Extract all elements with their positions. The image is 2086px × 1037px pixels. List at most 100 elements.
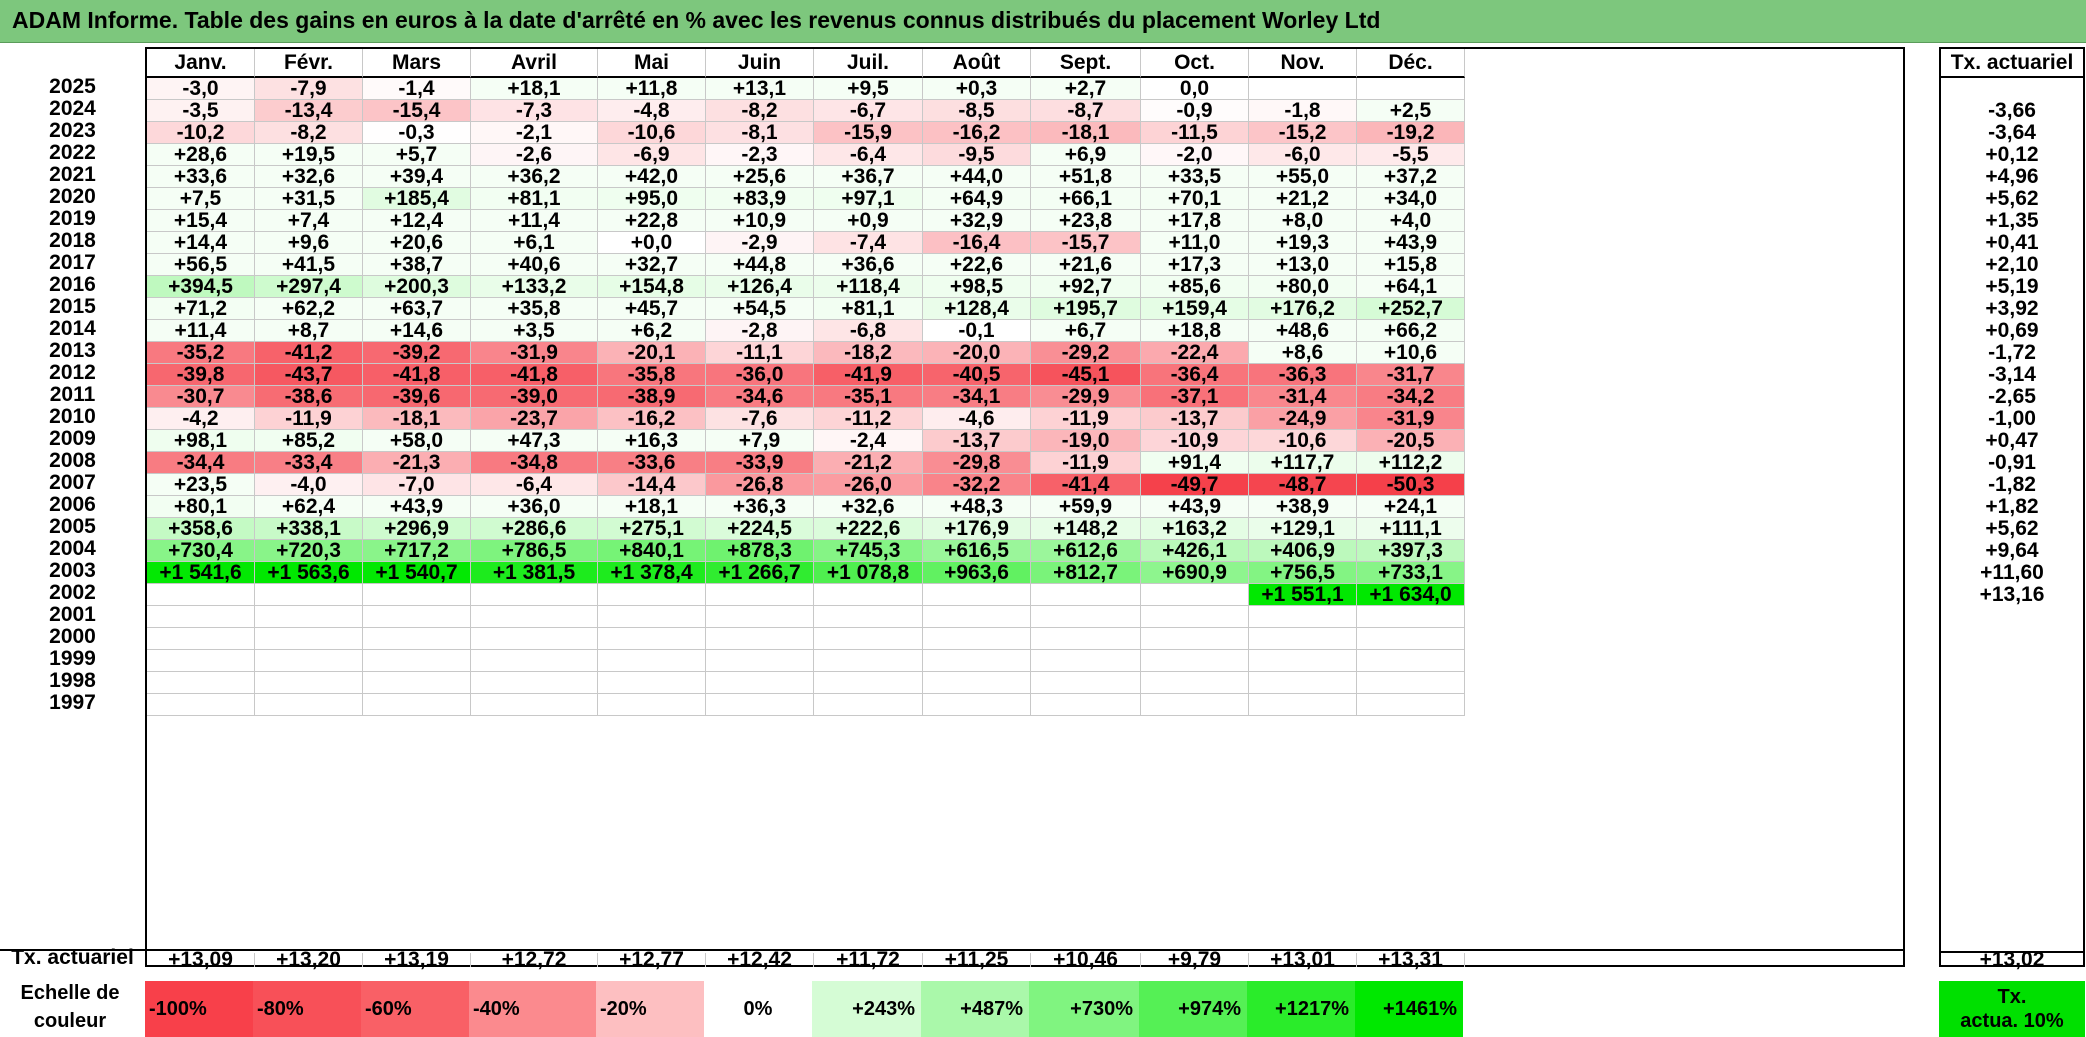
table-cell: -7,0 (363, 473, 471, 496)
table-cell: +21,2 (1249, 187, 1357, 210)
table-cell: +48,6 (1249, 319, 1357, 342)
table-cell: -10,6 (598, 121, 706, 144)
table-cell (255, 650, 363, 672)
table-cell: -29,2 (1031, 341, 1141, 364)
table-cell: -13,7 (923, 429, 1031, 452)
table-cell: +0,0 (598, 231, 706, 254)
table-cell (471, 606, 598, 628)
year-label: 2006 (49, 493, 96, 516)
table-cell: +1 541,6 (147, 561, 255, 584)
table-cell: +878,3 (706, 539, 814, 562)
table-cell: +8,0 (1249, 209, 1357, 232)
table-cell: +36,2 (471, 165, 598, 188)
table-cell (471, 694, 598, 716)
table-cell: -11,2 (814, 407, 923, 430)
table-cell: +44,0 (923, 165, 1031, 188)
year-label: 2000 (49, 625, 96, 648)
table-cell: +62,2 (255, 297, 363, 320)
table-cell: -8,5 (923, 99, 1031, 122)
actuarial-header: Tx. actuariel (1941, 49, 2083, 78)
table-cell: +11,0 (1141, 231, 1249, 254)
table-cell: +112,2 (1357, 451, 1465, 474)
table-cell: +9,5 (814, 77, 923, 100)
table-cell: +297,4 (255, 275, 363, 298)
table-cell: +81,1 (814, 297, 923, 320)
month-header: Avril (471, 49, 598, 78)
table-cell: -3,0 (147, 77, 255, 100)
table-cell: +8,6 (1249, 341, 1357, 364)
table-cell: -11,5 (1141, 121, 1249, 144)
table-cell: +25,6 (706, 165, 814, 188)
table-cell: +22,8 (598, 209, 706, 232)
table-cell (923, 694, 1031, 716)
table-cell: +62,4 (255, 495, 363, 518)
actuarial-value (1941, 694, 2083, 716)
table-cell: -41,4 (1031, 473, 1141, 496)
color-scale-item: +730% (1029, 981, 1139, 1037)
table-cell (814, 650, 923, 672)
table-cell: -15,2 (1249, 121, 1357, 144)
table-cell: +1 563,6 (255, 561, 363, 584)
year-label: 2007 (49, 471, 96, 494)
table-cell: -13,7 (1141, 407, 1249, 430)
table-cell: -45,1 (1031, 363, 1141, 386)
table-cell (1357, 694, 1465, 716)
table-cell: +21,6 (1031, 253, 1141, 276)
table-cell (1141, 694, 1249, 716)
year-label: 2024 (49, 97, 96, 120)
table-cell: +66,2 (1357, 319, 1465, 342)
table-cell: -2,0 (1141, 143, 1249, 166)
year-label: 2002 (49, 581, 96, 604)
year-label: 2016 (49, 273, 96, 296)
table-cell: -48,7 (1249, 473, 1357, 496)
year-label: 2021 (49, 163, 96, 186)
table-cell: -39,0 (471, 385, 598, 408)
table-cell: +7,5 (147, 187, 255, 210)
year-label: 2025 (49, 75, 96, 98)
table-cell: 0,0 (1141, 77, 1249, 100)
table-cell: +85,2 (255, 429, 363, 452)
table-cell: +185,4 (363, 187, 471, 210)
table-cell: +1 540,7 (363, 561, 471, 584)
table-cell: -6,4 (814, 143, 923, 166)
table-cell: +22,6 (923, 253, 1031, 276)
table-cell: +16,3 (598, 429, 706, 452)
table-cell: -10,6 (1249, 429, 1357, 452)
table-cell: -41,8 (471, 363, 598, 386)
table-cell (923, 650, 1031, 672)
table-cell: +40,6 (471, 253, 598, 276)
actuarial-value: +5,62 (1985, 517, 2039, 540)
table-cell: -49,7 (1141, 473, 1249, 496)
table-cell (363, 606, 471, 628)
table-cell (923, 606, 1031, 628)
table-cell: -6,9 (598, 143, 706, 166)
table-cell (1141, 628, 1249, 650)
actuarial-value (1941, 628, 2083, 650)
year-label: 1999 (49, 647, 96, 670)
month-header: Sept. (1031, 49, 1141, 78)
color-scale-actuarial: Tx. actua. 10% (1939, 981, 2085, 1037)
table-cell: -21,3 (363, 451, 471, 474)
actuarial-value: -1,00 (1988, 407, 2036, 430)
table-cell: +58,0 (363, 429, 471, 452)
table-cell (471, 672, 598, 694)
table-cell (1031, 672, 1141, 694)
table-cell: +35,8 (471, 297, 598, 320)
table-cell: +36,0 (471, 495, 598, 518)
table-cell: -36,0 (706, 363, 814, 386)
table-cell: -39,6 (363, 385, 471, 408)
table-cell (1357, 628, 1465, 650)
table-cell: +98,1 (147, 429, 255, 452)
table-cell (598, 584, 706, 606)
table-cell: +43,9 (363, 495, 471, 518)
table-cell: +5,7 (363, 143, 471, 166)
table-cell: +36,7 (814, 165, 923, 188)
table-cell (598, 606, 706, 628)
table-cell: +117,7 (1249, 451, 1357, 474)
table-cell: +394,5 (147, 275, 255, 298)
table-cell: -41,8 (363, 363, 471, 386)
table-cell: +720,3 (255, 539, 363, 562)
color-scale-item: +1461% (1355, 981, 1463, 1037)
actuarial-value: +0,41 (1985, 231, 2039, 254)
table-cell (255, 606, 363, 628)
